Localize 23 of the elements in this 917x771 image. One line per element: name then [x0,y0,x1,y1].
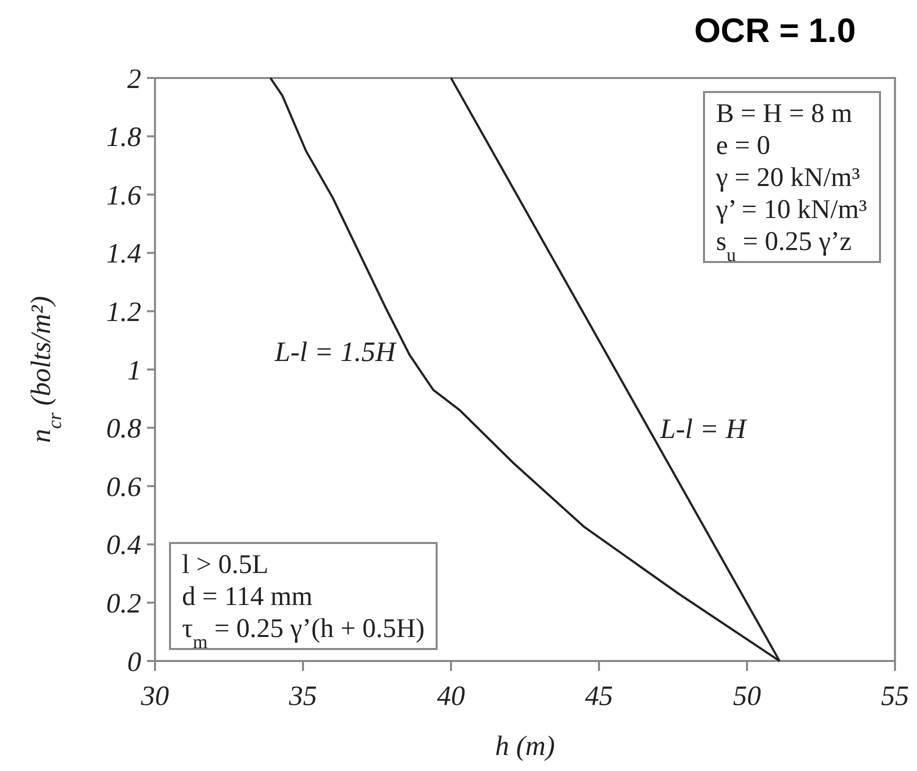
series-label: L-l = H [659,414,748,445]
annotation: l > 0.5L d = 114 mm τ$_{m}$ = 0.25 γ’(h + 0.5H) [182,549,425,652]
y-tick-label: 1.6 [106,180,142,212]
y-tick-label: 0.8 [106,414,142,445]
y-tick-label: 1.2 [106,297,142,328]
annotation: B = H = 8 m e = 0 γ = 20 kN/m³ γ’ = 10 kN/m³ s$_{u}$ = 0.25 γ’z [715,98,867,266]
y-tick-label: 2 [127,64,142,95]
x-tick-label: 45 [585,680,613,712]
y-tick-label: 1 [127,355,142,386]
y-tick-label: 0.6 [106,472,142,503]
chart-title: OCR = 1.0 [694,12,856,50]
y-tick-label: 0 [127,646,142,678]
y-tick-label: 1.8 [106,122,142,154]
x-tick-label: 55 [881,680,909,712]
y-tick-label: 0.2 [106,588,142,620]
y-tick-label: 0.4 [106,530,142,562]
x-tick-label: 40 [437,680,465,712]
series-label: L-l = 1.5H [274,336,398,368]
x-tick-label: 50 [733,680,761,712]
x-tick-label: 35 [288,680,317,712]
x-axis-title: h (m) [495,731,555,762]
x-tick-label: 30 [140,680,169,712]
y-tick-label: 1.4 [106,238,142,270]
